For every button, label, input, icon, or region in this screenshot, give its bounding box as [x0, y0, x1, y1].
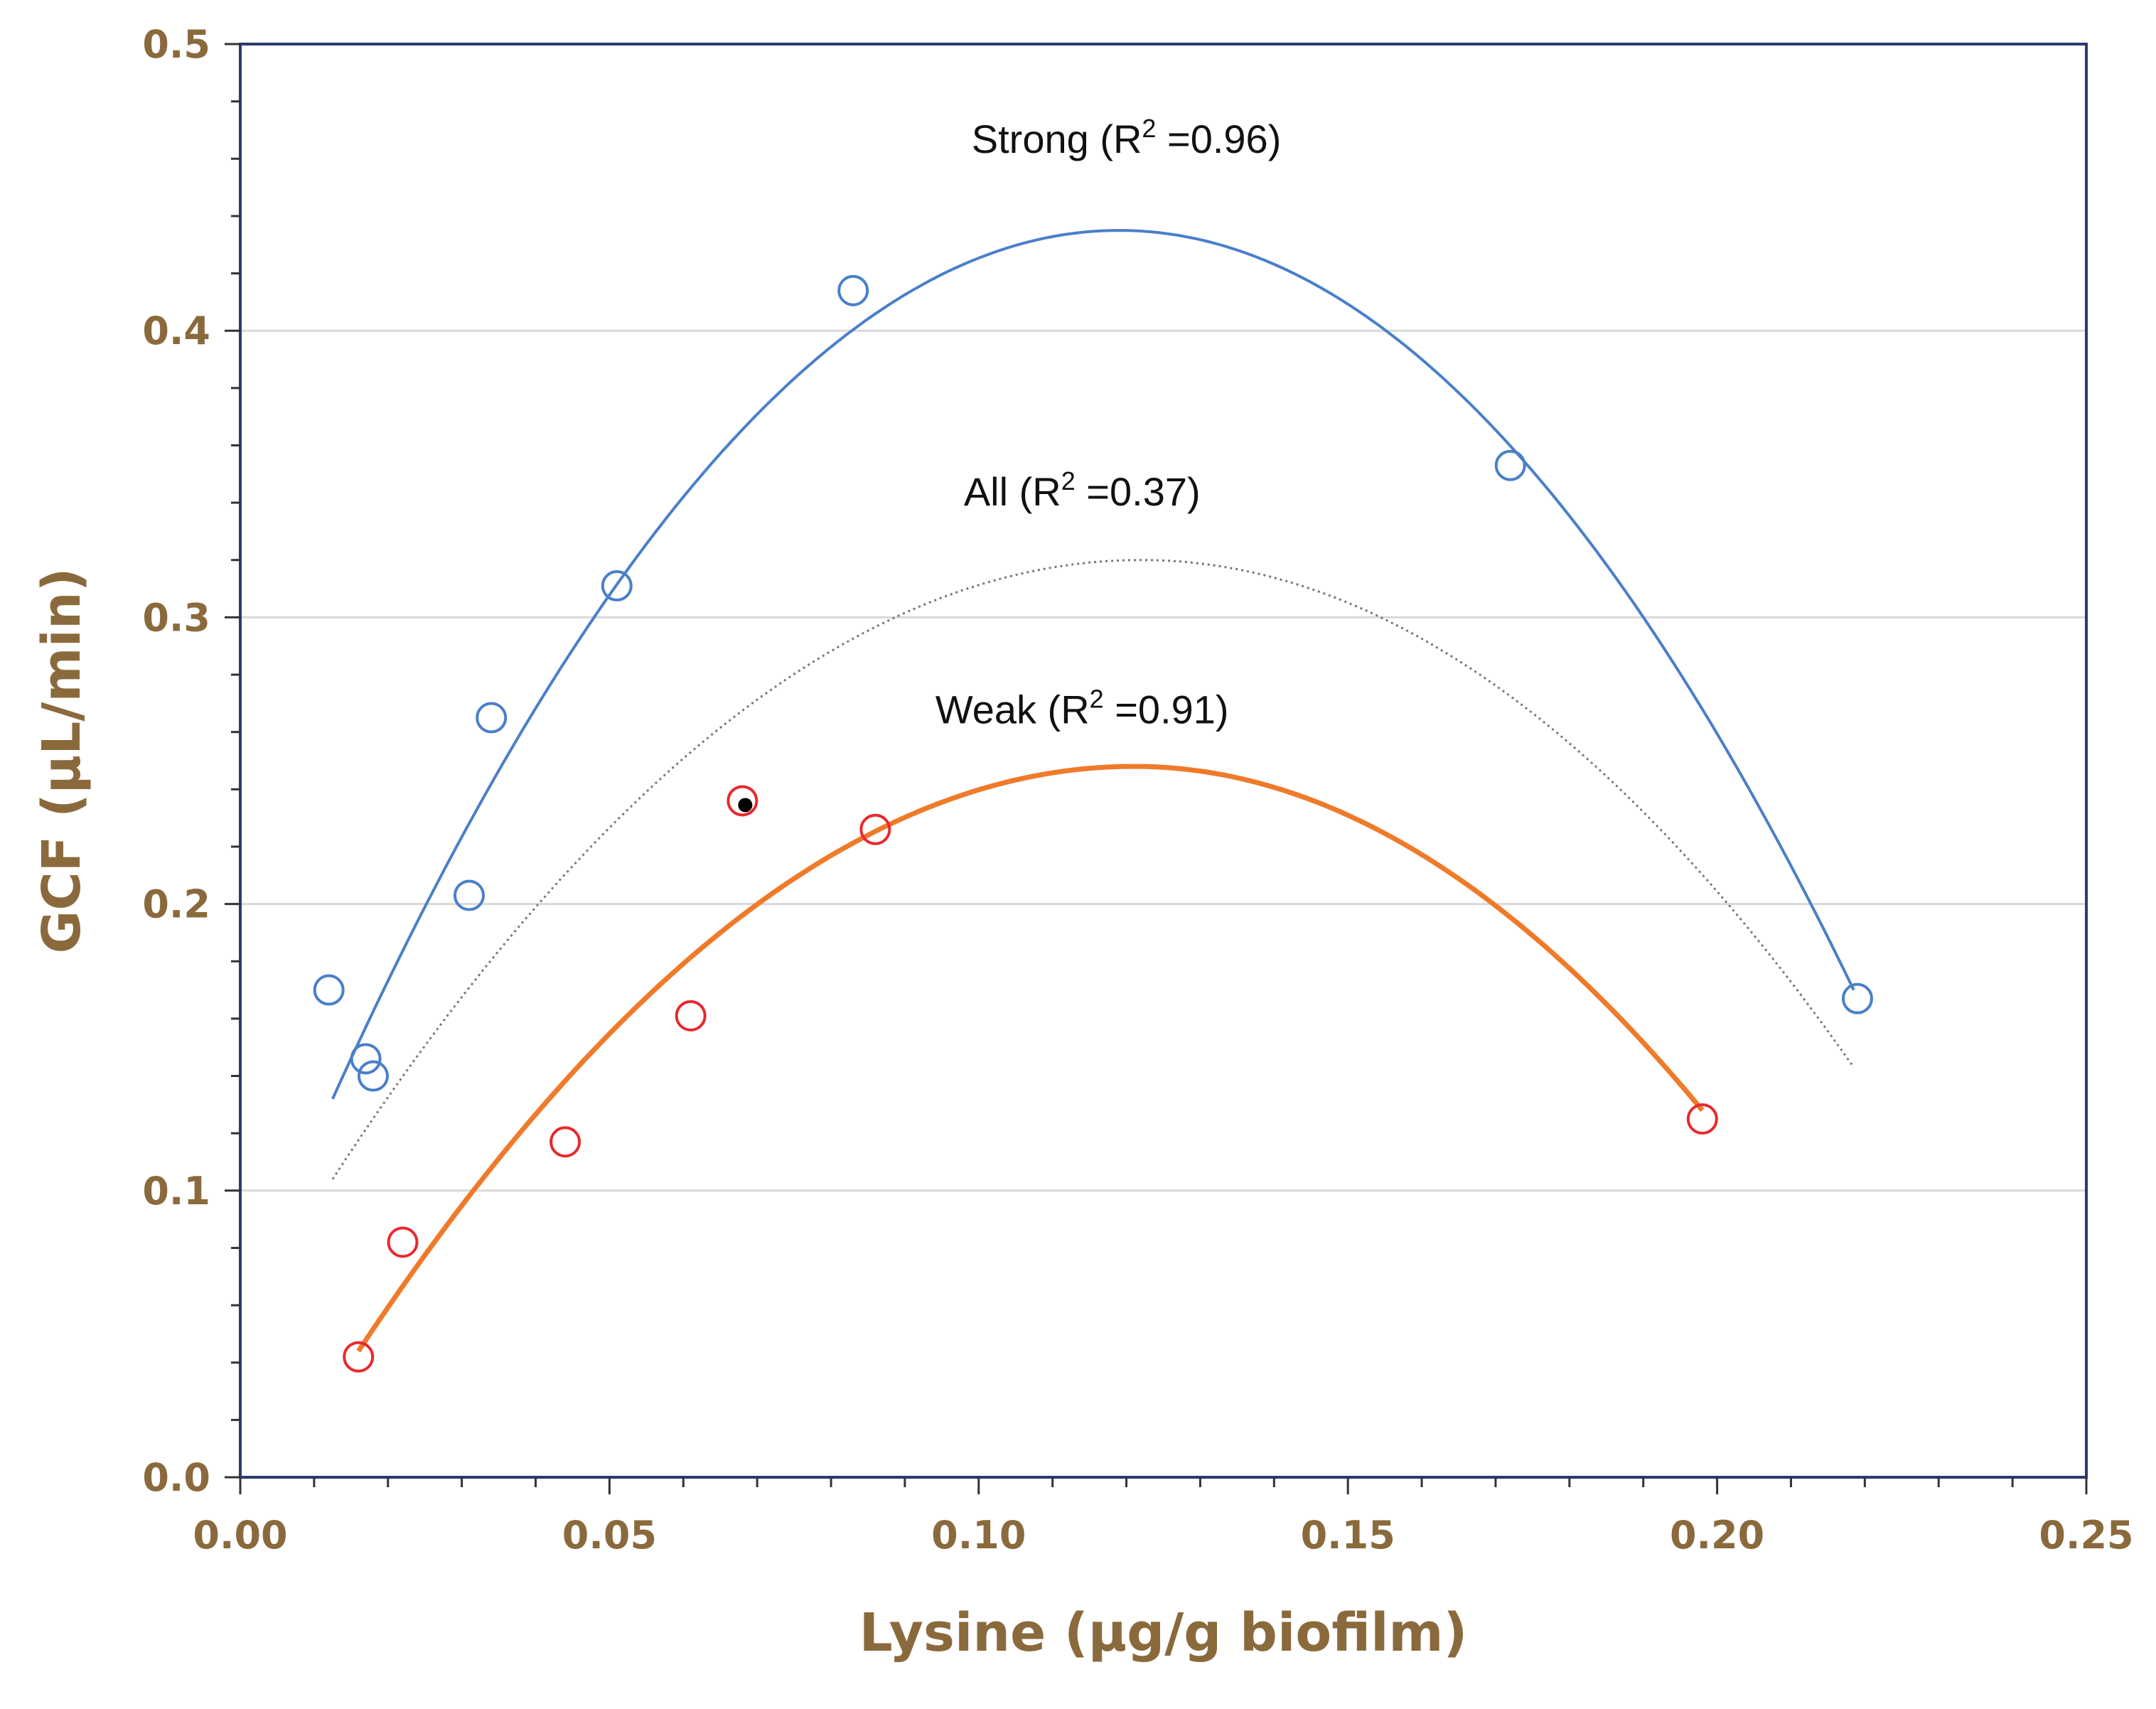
point-strong-0 — [313, 974, 345, 1006]
x-tick-label-2: 0.10 — [931, 1513, 1026, 1558]
x-tick-label-3: 0.15 — [1301, 1513, 1395, 1558]
y-tick-label-3: 0.3 — [142, 595, 210, 640]
y-tick-label-1: 0.1 — [142, 1169, 210, 1214]
x-tick-label-1: 0.05 — [562, 1513, 657, 1558]
point-strong-8 — [1841, 982, 1873, 1014]
curve-label-weak: Weak (R2 =0.91) — [935, 685, 1229, 732]
point-strong-6 — [837, 274, 869, 306]
point-weak-5 — [859, 813, 891, 845]
x-tick-label-0: 0.00 — [193, 1513, 287, 1558]
point-strong-1 — [350, 1043, 382, 1075]
curve-label-all: All (R2 =0.37) — [964, 466, 1201, 514]
fit-curves — [331, 229, 1855, 1353]
fit-curve-weak — [356, 764, 1705, 1353]
filled-marker-0 — [738, 798, 753, 813]
plot-frame — [239, 43, 2088, 1479]
point-weak-3 — [675, 1000, 707, 1032]
point-strong-5 — [601, 570, 633, 602]
label-text-end: =0.91) — [1104, 687, 1229, 732]
label-superscript: 2 — [1142, 114, 1156, 143]
label-text-end: =0.37) — [1076, 469, 1201, 514]
curve-labels: Strong (R2 =0.96)All (R2 =0.37)Weak (R2 … — [935, 114, 1281, 732]
point-weak-2 — [549, 1126, 581, 1158]
point-weak-4 — [726, 785, 758, 817]
y-tick-label-4: 0.4 — [142, 309, 210, 353]
y-tick-label-5: 0.5 — [142, 22, 210, 67]
data-points — [313, 274, 1873, 1373]
fit-curve-all — [331, 559, 1855, 1180]
point-weak-0 — [343, 1341, 375, 1373]
y-tick-label-2: 0.2 — [142, 882, 210, 927]
point-weak-1 — [387, 1226, 419, 1258]
x-tick-label-5: 0.25 — [2039, 1513, 2133, 1558]
point-strong-7 — [1494, 449, 1526, 481]
point-strong-3 — [454, 879, 486, 911]
x-axis-title: Lysine (µg/g biofilm) — [859, 1602, 1468, 1664]
label-text-end: =0.96) — [1156, 117, 1281, 161]
point-weak-6 — [1686, 1103, 1718, 1135]
axis-ticks: 0.0 0.1 0.2 0.3 0.4 0.5 0.00 0.05 0.10 0.15 0.20 0.… — [142, 22, 2133, 1558]
point-strong-2 — [357, 1060, 389, 1092]
label-text: Strong (R — [972, 117, 1142, 161]
curve-label-strong: Strong (R2 =0.96) — [972, 114, 1282, 161]
point-strong-4 — [476, 702, 508, 734]
label-text: All (R — [964, 469, 1061, 514]
label-text: Weak (R — [935, 687, 1090, 732]
y-axis-title: GCF (µL/min) — [31, 568, 92, 954]
grid-lines — [240, 329, 2086, 1192]
label-superscript: 2 — [1090, 685, 1104, 714]
label-superscript: 2 — [1061, 466, 1076, 495]
x-tick-label-4: 0.20 — [1670, 1513, 1764, 1558]
fit-curve-strong — [331, 229, 1855, 1100]
y-tick-label-0: 0.0 — [142, 1455, 210, 1500]
